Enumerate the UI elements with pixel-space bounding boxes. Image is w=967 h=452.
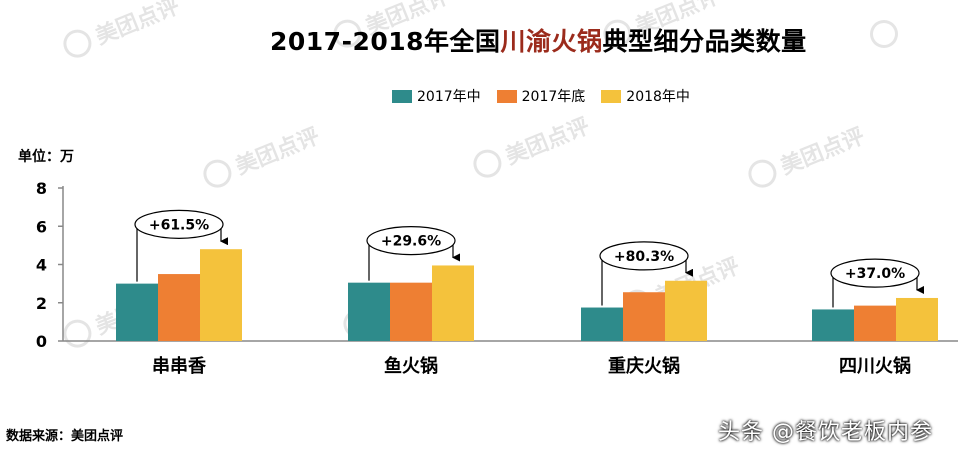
bar — [581, 307, 623, 341]
bar — [665, 280, 707, 341]
legend-item: 2017年底 — [496, 86, 586, 106]
y-tick-label: 6 — [36, 217, 47, 236]
bar — [854, 305, 896, 341]
legend-item: 2017年中 — [392, 86, 481, 106]
bar — [432, 265, 474, 341]
y-tick-label: 0 — [36, 332, 47, 351]
y-tick-label: 4 — [36, 256, 47, 275]
annotation-label: +61.5% — [149, 217, 209, 233]
bar — [623, 292, 665, 341]
legend-label: 2017年底 — [521, 89, 586, 105]
x-category-label: 串串香 — [152, 356, 207, 377]
source-label: 数据来源：美团点评 — [6, 429, 124, 444]
title-suffix: 典型细分品类数量 — [602, 27, 807, 56]
chart-title: 2017-2018年全国川渝火锅典型细分品类数量 — [0, 22, 967, 58]
bar — [158, 274, 200, 341]
bar — [348, 282, 390, 341]
unit-label: 单位：万 — [18, 149, 74, 165]
x-category-label: 重庆火锅 — [608, 355, 680, 377]
annotation-oval — [134, 209, 224, 239]
legend-label: 2018年中 — [626, 89, 690, 105]
y-tick-label: 2 — [36, 294, 47, 313]
annotation-oval — [366, 225, 456, 256]
legend-swatch — [496, 89, 517, 103]
annotation-label: +29.6% — [381, 234, 441, 250]
bar — [116, 283, 158, 341]
annotation-oval — [830, 258, 920, 288]
legend-swatch — [392, 89, 412, 103]
annotation-label: +37.0% — [845, 266, 905, 282]
title-prefix: 2017-2018年全国 — [270, 27, 501, 56]
annotation-oval — [599, 241, 689, 271]
bar — [812, 309, 854, 341]
credit-label: 头条 @餐饮老板内参 — [718, 420, 933, 445]
title-highlight: 川渝火锅 — [500, 27, 603, 56]
bar — [200, 249, 242, 341]
legend-item: 2018年中 — [601, 86, 690, 106]
x-category-label: 四川火锅 — [839, 355, 911, 377]
bar — [390, 282, 432, 341]
legend-swatch — [601, 89, 622, 103]
annotation-label: +80.3% — [614, 249, 674, 265]
legend-label: 2017年中 — [417, 89, 481, 105]
legend: 2017年中 2017年底 2018年中 — [392, 86, 690, 106]
y-tick-label: 8 — [36, 179, 47, 198]
bar — [896, 297, 938, 341]
x-category-label: 鱼火锅 — [384, 355, 438, 377]
